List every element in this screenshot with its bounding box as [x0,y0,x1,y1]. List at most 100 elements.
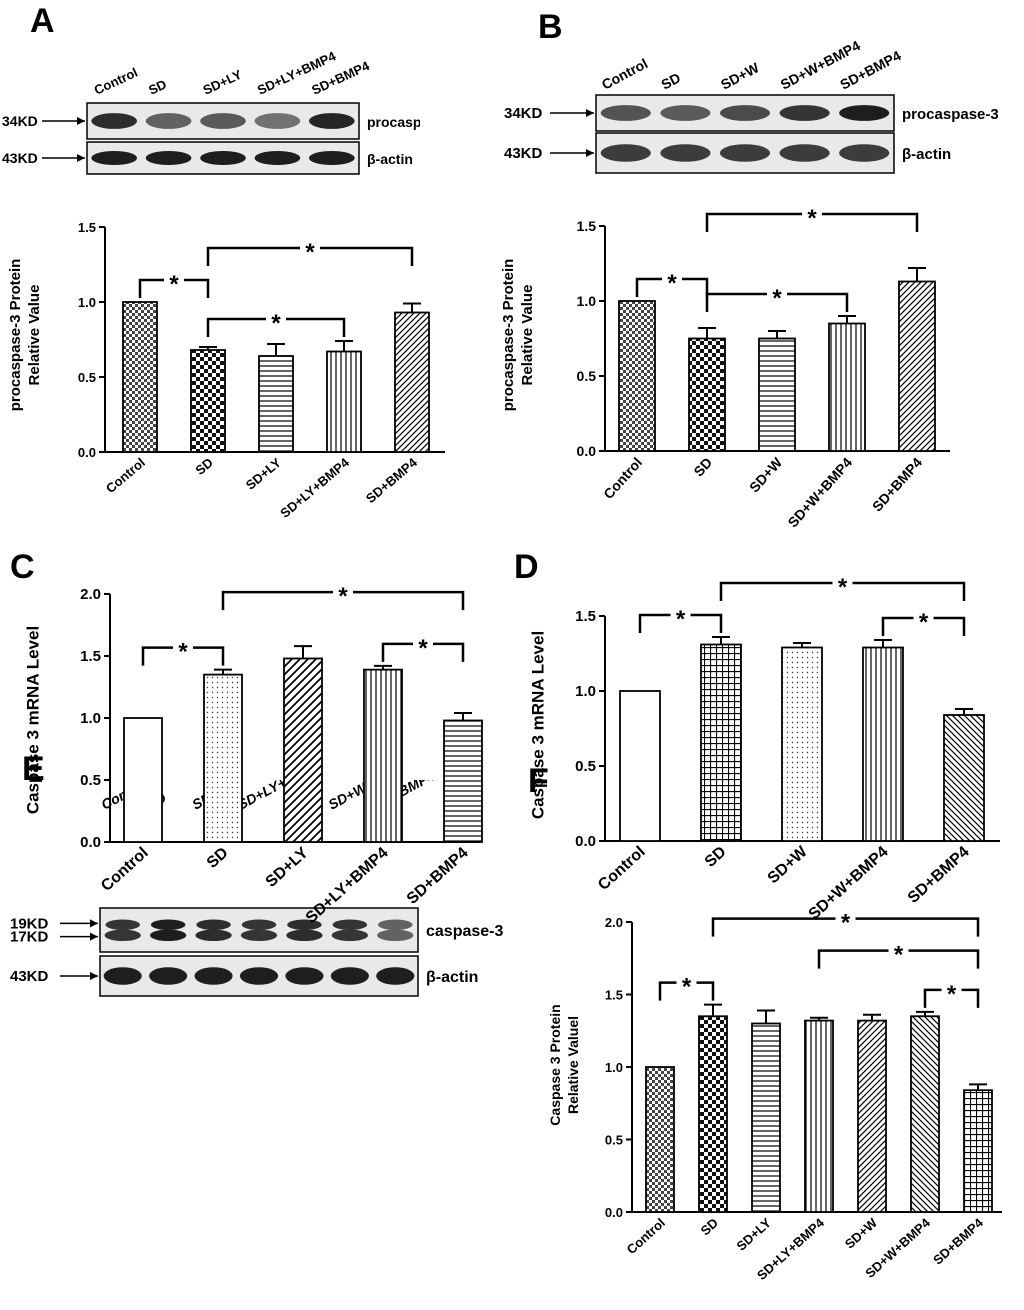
chart-svg-b: 0.0 0.5 1.0 1.5 procaspase-3 Protein Relative… [500,205,950,530]
bar [283,657,323,843]
x-tick-label: SD+LY+BMP4 [277,454,352,520]
protein-band [600,105,651,121]
bar [688,337,726,452]
protein-name: β-actin [426,969,478,986]
y-tick-label: 0.0 [577,443,597,459]
protein-name: procaspase-3 [902,106,999,123]
protein-band [194,967,233,985]
protein-band [195,929,232,941]
panel-label-c: C [10,548,35,586]
bar [898,280,936,452]
protein-band [149,929,187,941]
protein-band [286,929,323,941]
bar [619,690,661,842]
significance-star: * [271,310,281,337]
lane-label: SD [658,69,683,92]
y-tick-label: 1.5 [78,220,96,235]
molecular-weight-marker: 43KD [504,145,543,162]
bar [963,1089,993,1213]
x-tick-label: Control [98,844,152,895]
arrow-head [90,932,98,941]
x-tick-label: SD+LY+BMP4 [303,844,392,927]
protein-band [200,113,246,129]
y-tick-label: 1.0 [577,293,597,309]
significance-star: * [838,575,848,601]
protein-band [239,967,279,985]
y-tick-label: 0.0 [78,445,96,460]
significance-star: * [841,910,851,937]
y-axis-label: Relative Value [519,285,536,386]
bar [758,337,796,452]
y-tick-label: 0.5 [80,772,101,789]
arrow-head [77,117,85,125]
bar [123,717,163,843]
arrow-head [586,109,594,117]
protein-band [719,105,771,121]
significance-star: * [772,285,782,312]
bar [700,643,742,842]
y-axis-label: Caspase 3 mRNA Level [24,626,43,814]
protein-band [105,919,140,930]
y-tick-label: 2.0 [605,915,623,930]
bar-chart-b: 0.0 0.5 1.0 1.5 procaspase-3 Protein Relative… [500,205,1020,555]
y-tick-label: 1.0 [80,710,101,727]
bar [862,646,904,842]
panel-label-a: A [30,2,55,40]
protein-band [308,150,355,166]
chart-svg-f: 0.0 0.5 1.0 1.5 2.0 Caspase 3 Protein Relative… [547,910,1002,1283]
molecular-weight-marker: 34KD [2,113,38,129]
y-axis-label: Relative Valuel [565,1016,581,1114]
panel-label-b: B [538,8,563,46]
bar [698,1015,728,1213]
star-background [670,609,691,621]
molecular-weight-marker: 34KD [504,105,543,122]
y-axis-label: Caspase 3 Protein [547,1004,563,1125]
y-tick-label: 1.5 [575,608,596,625]
x-tick-label: SD [192,455,215,478]
protein-band [254,113,301,129]
bar [258,355,294,453]
panel-label-e: E [22,750,45,788]
protein-band [254,150,301,166]
significance-star: * [894,942,904,969]
star-background [266,313,286,325]
x-tick-label: Control [103,455,148,496]
bar [394,311,430,453]
western-blot-b: Control SD SD+W SD+W+BMP4 SD+BMP4 34KD procasp… [500,0,1020,190]
significance-star: * [947,981,957,1008]
bar [781,646,823,842]
y-tick-label: 0.5 [605,1133,623,1148]
protein-band [241,919,277,930]
bar [326,350,362,453]
y-tick-label: 1.0 [575,683,596,700]
x-tick-label: SD+LY [733,1215,774,1254]
significance-star: * [807,205,817,232]
molecular-weight-marker: 19KD [10,915,49,932]
protein-name: β-actin [367,151,413,167]
star-background [767,288,787,300]
protein-band [150,919,186,930]
molecular-weight-marker: 17KD [10,929,49,946]
protein-band [91,150,138,166]
protein-name: caspase-3 [426,923,503,940]
protein-band [660,105,711,121]
y-tick-label: 0.0 [575,833,596,850]
bar [804,1019,834,1213]
protein-name: procaspase-3 [367,114,420,130]
y-tick-label: 2.0 [80,586,101,603]
protein-band [331,929,369,941]
y-tick-label: 1.0 [78,295,96,310]
protein-band [377,929,414,941]
bar [857,1019,887,1213]
x-tick-label: Control [624,1215,668,1257]
lane-label: Control [92,65,140,98]
protein-band [376,967,415,985]
star-background [164,274,184,286]
y-tick-label: 0.0 [80,834,101,851]
significance-star: * [305,239,315,266]
molecular-weight-marker: 43KD [2,150,38,166]
significance-star: * [178,639,188,666]
x-tick-label: SD [204,844,232,872]
x-tick-label: SD [690,454,715,479]
